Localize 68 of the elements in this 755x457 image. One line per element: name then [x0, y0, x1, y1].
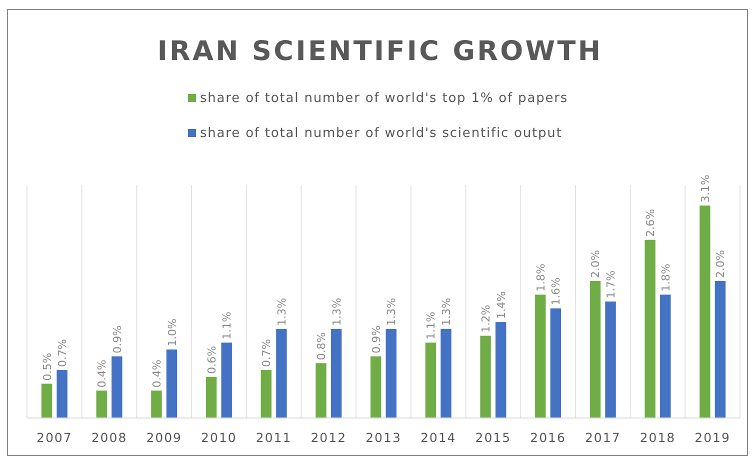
bar — [550, 308, 562, 418]
data-label: 1.0% — [166, 318, 179, 346]
chart-title: IRAN SCIENTIFIC GROWTH — [157, 36, 603, 67]
data-label: 3.1% — [698, 174, 712, 203]
bar — [590, 280, 601, 418]
bar — [700, 206, 710, 418]
data-label: 1.4% — [494, 291, 508, 320]
bar — [41, 384, 52, 418]
bar — [166, 349, 178, 418]
data-label: 2.0% — [714, 250, 728, 278]
bar — [440, 328, 452, 418]
bar — [221, 342, 232, 418]
x-tick-label: 2011 — [256, 430, 292, 445]
data-label: 1.2% — [480, 304, 493, 333]
data-label: 1.1% — [220, 312, 234, 340]
data-label: 1.1% — [424, 312, 438, 340]
data-label: 0.6% — [205, 346, 218, 374]
x-tick-label: 2009 — [146, 430, 182, 445]
legend-label: share of total number of world's top 1% of papers — [200, 91, 568, 106]
legend-label: share of total number of world's scientific output — [200, 126, 562, 141]
data-label: 2.0% — [589, 250, 602, 278]
bar — [112, 356, 122, 418]
data-label: 0.4% — [150, 360, 164, 388]
bar — [316, 363, 326, 418]
data-label: 0.4% — [96, 360, 109, 388]
x-tick-label: 2015 — [475, 430, 512, 445]
data-label: 0.7% — [260, 339, 274, 368]
data-label: 2.6% — [644, 208, 658, 237]
bar — [96, 390, 107, 418]
data-label: 1.7% — [604, 270, 618, 298]
bar — [386, 328, 396, 418]
data-label: 0.9% — [110, 325, 124, 354]
data-label: 0.8% — [315, 332, 328, 360]
bar — [480, 336, 491, 418]
x-tick-label: 2017 — [584, 430, 621, 445]
x-tick-label: 2012 — [310, 430, 347, 445]
bar — [330, 328, 342, 418]
x-tick-label: 2019 — [694, 430, 730, 445]
bar — [714, 280, 726, 418]
bar — [370, 356, 382, 418]
bar — [276, 328, 287, 418]
data-label: 0.7% — [56, 339, 70, 368]
bar — [425, 342, 436, 418]
data-label: 1.3% — [330, 298, 344, 326]
data-label: 1.8% — [659, 264, 672, 292]
x-tick-label: 2008 — [91, 430, 128, 445]
bar — [605, 302, 616, 418]
bar — [260, 370, 272, 418]
bar — [660, 294, 671, 418]
bar — [206, 376, 217, 418]
data-label: 1.3% — [275, 298, 288, 326]
x-tick-label: 2014 — [420, 430, 456, 445]
x-tick-label: 2007 — [36, 430, 72, 445]
data-label: 1.8% — [534, 264, 548, 292]
bar — [644, 240, 656, 418]
x-tick-label: 2013 — [366, 430, 402, 445]
bar — [56, 370, 68, 418]
data-label: 1.6% — [550, 277, 563, 306]
bar — [535, 294, 546, 418]
x-tick-label: 2018 — [640, 430, 676, 445]
bar — [151, 390, 162, 418]
data-label: 0.5% — [40, 352, 54, 381]
data-label: 1.3% — [440, 298, 453, 326]
x-tick-label: 2010 — [201, 430, 237, 445]
bar — [495, 322, 506, 418]
data-label: 1.3% — [385, 298, 398, 326]
data-label: 0.9% — [370, 325, 383, 354]
x-tick-label: 2016 — [530, 430, 566, 445]
